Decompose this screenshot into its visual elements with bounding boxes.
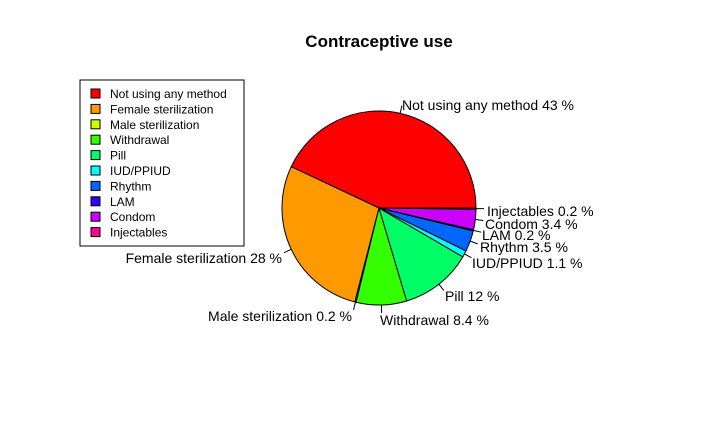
legend-swatch-2 xyxy=(90,103,101,114)
legend-swatch-9 xyxy=(90,211,101,222)
legend-label-2: Female sterilization xyxy=(110,102,213,116)
slice-labels: Not using any method 43 % Female steriliz… xyxy=(126,97,594,328)
leader-line-8 xyxy=(473,229,482,233)
legend-label-8: LAM xyxy=(110,195,135,209)
slice-label-1: Not using any method 43 % xyxy=(402,97,574,113)
legend-swatch-7 xyxy=(90,180,101,191)
slice-label-6: IUD/PPIUD 1.1 % xyxy=(472,255,582,271)
legend-label-7: Rhythm xyxy=(110,179,151,193)
leader-line-6 xyxy=(464,253,472,259)
legend-swatch-4 xyxy=(90,134,101,145)
leader-lines xyxy=(283,105,485,313)
slice-label-8: LAM 0.2 % xyxy=(482,227,550,243)
slice-label-7: Rhythm 3.5 % xyxy=(480,239,568,255)
legend-swatch-5 xyxy=(90,150,101,161)
leader-line-7 xyxy=(469,240,478,245)
pie-slice-2 xyxy=(281,166,380,303)
legend-swatch-8 xyxy=(90,196,101,207)
legend-swatch-3 xyxy=(90,119,101,130)
legend-label-5: Pill xyxy=(110,149,126,163)
leader-line-9 xyxy=(475,219,484,222)
legend-swatch-10 xyxy=(90,227,101,238)
legend-box xyxy=(79,79,245,247)
leader-line-5 xyxy=(438,283,445,291)
slice-label-9: Condom 3.4 % xyxy=(485,216,578,232)
slice-label-10: Injectables 0.2 % xyxy=(487,203,594,219)
leader-line-2 xyxy=(283,248,292,254)
leader-line-3 xyxy=(353,301,356,310)
legend-label-10: Injectables xyxy=(110,226,167,240)
legend-label-4: Withdrawal xyxy=(110,133,169,147)
pie-slice-10 xyxy=(378,207,477,210)
slice-label-3: Male sterilization 0.2 % xyxy=(208,308,352,324)
legend-label-3: Male sterilization xyxy=(110,118,199,132)
slice-label-2: Female sterilization 28 % xyxy=(126,250,282,266)
pie-slice-5 xyxy=(378,206,464,302)
legend-label-9: Condom xyxy=(110,210,155,224)
legend-label-6: IUD/PPIUD xyxy=(110,164,171,178)
slice-label-5: Pill 12 % xyxy=(445,288,499,304)
slice-label-4: Withdrawal 8.4 % xyxy=(380,312,489,328)
legend-label-1: Not using any method xyxy=(110,87,227,101)
chart-title: Contraceptive use xyxy=(305,32,452,51)
leader-line-1 xyxy=(399,105,403,114)
pie-slices xyxy=(281,110,477,306)
legend-swatch-6 xyxy=(90,165,101,176)
legend-swatch-1 xyxy=(90,88,101,99)
